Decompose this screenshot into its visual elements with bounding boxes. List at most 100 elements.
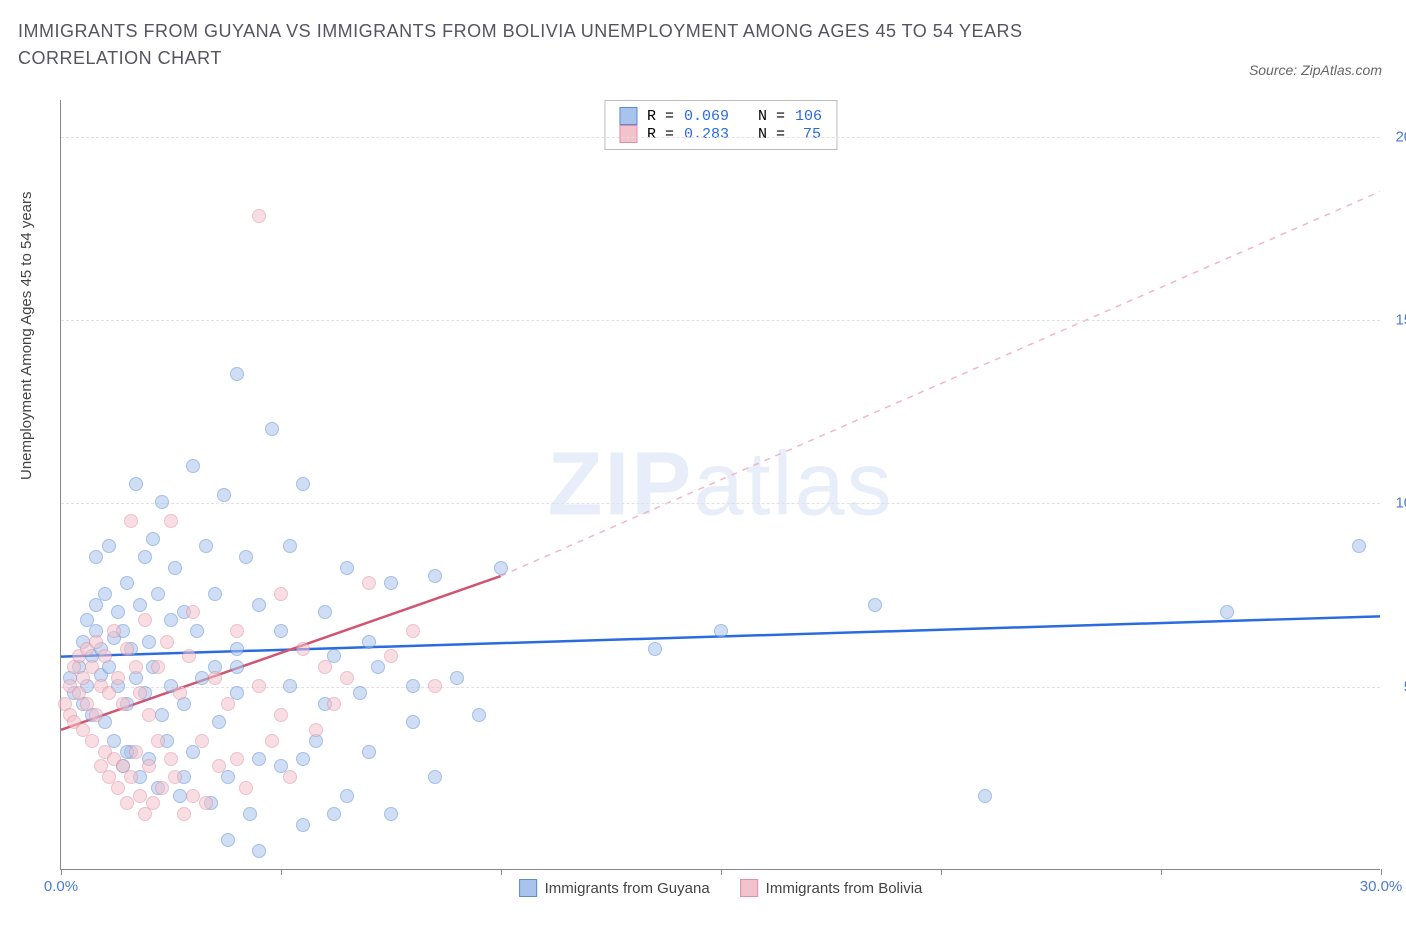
scatter-point (239, 550, 253, 564)
x-tick (1161, 869, 1162, 875)
gridline (61, 503, 1380, 504)
scatter-point (406, 679, 420, 693)
scatter-point (353, 686, 367, 700)
scatter-point (283, 539, 297, 553)
scatter-point (111, 671, 125, 685)
x-tick-label: 30.0% (1360, 878, 1403, 895)
scatter-point (124, 514, 138, 528)
scatter-point (182, 649, 196, 663)
swatch-guyana-icon (519, 879, 537, 897)
plot-area: ZIPatlas R = 0.069 N = 106 R = 0.283 N =… (60, 100, 1380, 870)
y-tick-label: 10.0% (1386, 495, 1406, 512)
scatter-point (199, 539, 213, 553)
scatter-point (318, 660, 332, 674)
scatter-point (120, 642, 134, 656)
scatter-point (221, 833, 235, 847)
swatch-bolivia-icon (619, 125, 637, 143)
scatter-point (133, 789, 147, 803)
scatter-point (186, 605, 200, 619)
scatter-point (1220, 605, 1234, 619)
scatter-point (89, 635, 103, 649)
stats-box: R = 0.069 N = 106 R = 0.283 N = 75 (604, 100, 837, 150)
scatter-point (89, 550, 103, 564)
scatter-point (340, 789, 354, 803)
scatter-point (217, 488, 231, 502)
scatter-point (164, 514, 178, 528)
y-tick-label: 15.0% (1386, 312, 1406, 329)
scatter-point (230, 624, 244, 638)
scatter-point (138, 613, 152, 627)
scatter-point (173, 789, 187, 803)
scatter-point (186, 789, 200, 803)
scatter-point (133, 686, 147, 700)
scatter-point (648, 642, 662, 656)
scatter-point (151, 660, 165, 674)
scatter-point (384, 807, 398, 821)
scatter-point (146, 532, 160, 546)
scatter-point (406, 624, 420, 638)
scatter-point (85, 734, 99, 748)
scatter-point (252, 752, 266, 766)
scatter-point (296, 818, 310, 832)
stats-row-1: R = 0.069 N = 106 (619, 107, 822, 125)
scatter-point (98, 649, 112, 663)
scatter-point (274, 624, 288, 638)
scatter-point (186, 459, 200, 473)
x-tick (281, 869, 282, 875)
scatter-point (274, 587, 288, 601)
scatter-point (111, 605, 125, 619)
scatter-point (230, 752, 244, 766)
scatter-point (362, 745, 376, 759)
scatter-point (129, 660, 143, 674)
scatter-point (296, 752, 310, 766)
stats-row-2: R = 0.283 N = 75 (619, 125, 822, 143)
scatter-point (714, 624, 728, 638)
watermark: ZIPatlas (547, 433, 893, 536)
scatter-point (340, 671, 354, 685)
scatter-point (133, 598, 147, 612)
scatter-point (146, 796, 160, 810)
scatter-point (120, 796, 134, 810)
scatter-point (107, 624, 121, 638)
y-axis-label: Unemployment Among Ages 45 to 54 years (18, 191, 35, 480)
scatter-point (296, 477, 310, 491)
x-tick-label: 0.0% (44, 878, 78, 895)
scatter-point (151, 587, 165, 601)
scatter-point (243, 807, 257, 821)
scatter-point (472, 708, 486, 722)
scatter-point (120, 576, 134, 590)
scatter-point (296, 642, 310, 656)
scatter-point (252, 598, 266, 612)
scatter-point (371, 660, 385, 674)
bottom-legend: Immigrants from Guyana Immigrants from B… (519, 879, 923, 897)
scatter-point (208, 671, 222, 685)
scatter-point (190, 624, 204, 638)
scatter-point (362, 576, 376, 590)
scatter-point (230, 367, 244, 381)
scatter-point (155, 708, 169, 722)
legend-item-bolivia: Immigrants from Bolivia (740, 879, 923, 897)
scatter-point (124, 770, 138, 784)
scatter-point (384, 649, 398, 663)
scatter-point (252, 679, 266, 693)
scatter-point (116, 697, 130, 711)
scatter-point (195, 671, 209, 685)
swatch-guyana-icon (619, 107, 637, 125)
scatter-point (309, 723, 323, 737)
scatter-point (164, 613, 178, 627)
scatter-point (252, 209, 266, 223)
scatter-point (327, 807, 341, 821)
scatter-point (327, 697, 341, 711)
scatter-point (239, 781, 253, 795)
scatter-point (450, 671, 464, 685)
scatter-point (978, 789, 992, 803)
scatter-point (160, 635, 174, 649)
scatter-point (138, 550, 152, 564)
x-tick (1381, 869, 1382, 875)
scatter-point (265, 422, 279, 436)
scatter-point (102, 686, 116, 700)
scatter-point (212, 715, 226, 729)
scatter-point (155, 495, 169, 509)
scatter-point (265, 734, 279, 748)
scatter-point (252, 844, 266, 858)
